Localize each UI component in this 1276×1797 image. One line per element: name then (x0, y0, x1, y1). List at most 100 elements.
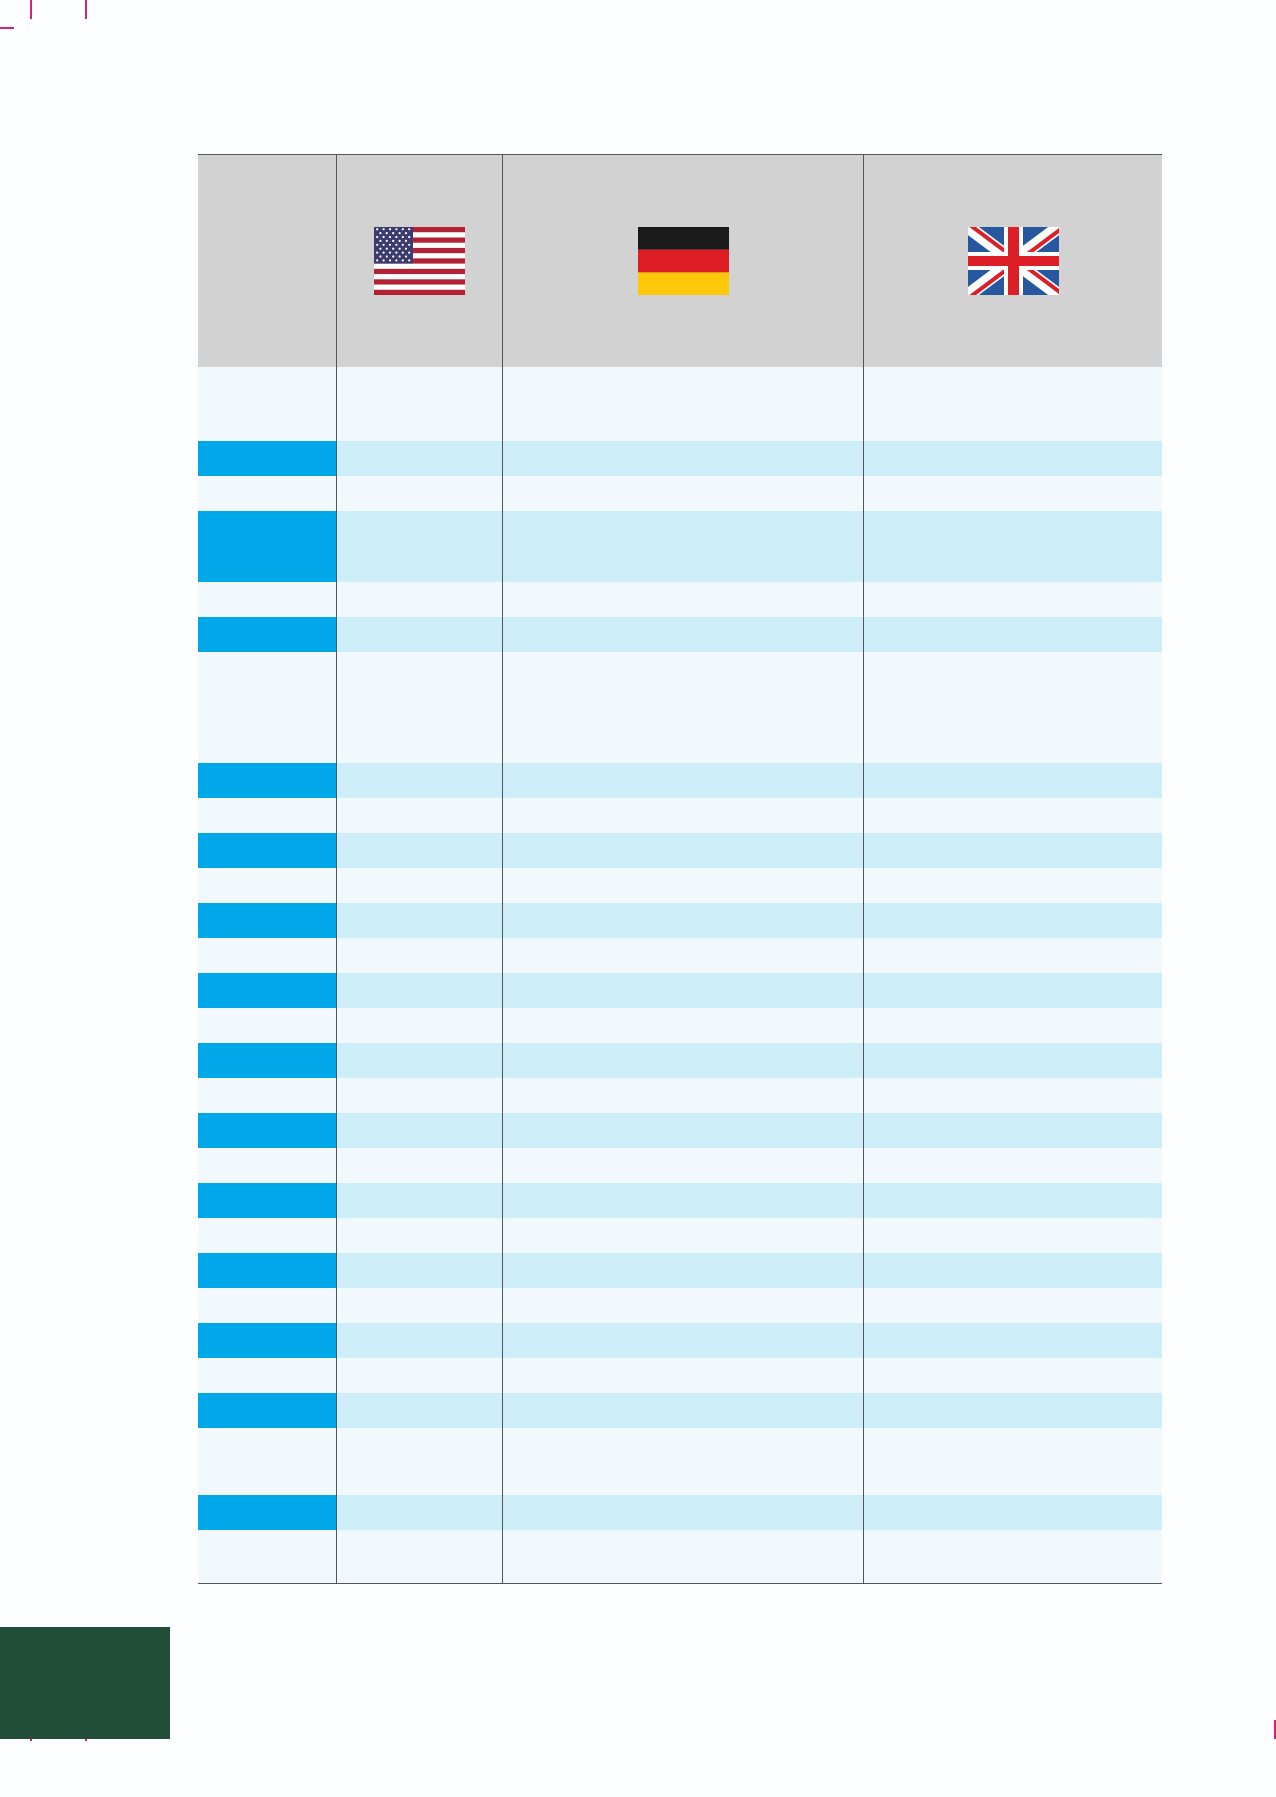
header-cell-uk (864, 155, 1162, 367)
row-value-cell (337, 973, 503, 1008)
row-value-cell (503, 1253, 864, 1288)
header-cell-empty (198, 155, 337, 367)
row-value-cell (503, 1495, 864, 1530)
row-value-cell (337, 511, 503, 582)
row-value-cell (503, 1288, 864, 1323)
row-value-cell (503, 833, 864, 868)
row-value-cell (337, 1323, 503, 1358)
row-label-cell (198, 511, 337, 582)
row-value-cell (864, 1043, 1162, 1078)
row-value-cell (864, 1218, 1162, 1253)
row-value-cell (337, 1113, 503, 1148)
row-value-cell (337, 1078, 503, 1113)
table-row (198, 833, 1162, 868)
table-row (198, 868, 1162, 903)
row-value-cell (337, 763, 503, 798)
row-value-cell (503, 1218, 864, 1253)
table-row (198, 798, 1162, 833)
table-row (198, 1530, 1162, 1583)
row-value-cell (337, 367, 503, 441)
row-label-cell (198, 938, 337, 973)
row-label-cell (198, 1183, 337, 1218)
row-value-cell (337, 582, 503, 617)
table-row (198, 1495, 1162, 1530)
row-value-cell (503, 1008, 864, 1043)
table-row (198, 1183, 1162, 1218)
crop-mark (1274, 1720, 1276, 1739)
row-value-cell (337, 1288, 503, 1323)
row-value-cell (864, 763, 1162, 798)
row-value-cell (337, 1148, 503, 1183)
row-value-cell (337, 1530, 503, 1583)
row-value-cell (503, 1043, 864, 1078)
row-value-cell (337, 938, 503, 973)
row-label-cell (198, 1530, 337, 1583)
table-row (198, 1253, 1162, 1288)
row-value-cell (503, 938, 864, 973)
row-value-cell (864, 1323, 1162, 1358)
row-value-cell (864, 582, 1162, 617)
row-value-cell (503, 476, 864, 511)
row-value-cell (864, 973, 1162, 1008)
row-value-cell (864, 1183, 1162, 1218)
row-value-cell (337, 617, 503, 652)
row-value-cell (864, 1358, 1162, 1393)
table-row (198, 903, 1162, 938)
row-value-cell (864, 367, 1162, 441)
table-row (198, 367, 1162, 441)
row-value-cell (503, 763, 864, 798)
table-row (198, 617, 1162, 652)
row-value-cell (503, 1530, 864, 1583)
row-value-cell (864, 441, 1162, 476)
us-flag-icon (374, 227, 465, 295)
row-value-cell (503, 617, 864, 652)
row-label-cell (198, 868, 337, 903)
row-value-cell (503, 1183, 864, 1218)
row-value-cell (503, 1078, 864, 1113)
table-row (198, 511, 1162, 582)
row-label-cell (198, 1323, 337, 1358)
row-value-cell (864, 1288, 1162, 1323)
row-value-cell (864, 938, 1162, 973)
row-value-cell (337, 1043, 503, 1078)
table-row (198, 1148, 1162, 1183)
row-value-cell (503, 1113, 864, 1148)
crop-mark (30, 0, 32, 19)
table-row (198, 973, 1162, 1008)
row-value-cell (337, 1495, 503, 1530)
row-value-cell (864, 903, 1162, 938)
row-value-cell (503, 1393, 864, 1428)
row-label-cell (198, 476, 337, 511)
row-value-cell (503, 367, 864, 441)
row-label-cell (198, 617, 337, 652)
row-value-cell (337, 1218, 503, 1253)
table-body (198, 367, 1162, 1583)
table-row (198, 1288, 1162, 1323)
table-header-row (198, 155, 1162, 367)
row-value-cell (864, 1078, 1162, 1113)
table-row (198, 1113, 1162, 1148)
row-label-cell (198, 1253, 337, 1288)
row-value-cell (503, 511, 864, 582)
row-label-cell (198, 1428, 337, 1495)
table-row (198, 582, 1162, 617)
table-row (198, 1393, 1162, 1428)
table-row (198, 1218, 1162, 1253)
crop-mark (0, 27, 14, 29)
row-label-cell (198, 652, 337, 763)
row-value-cell (337, 476, 503, 511)
row-value-cell (337, 1428, 503, 1495)
row-value-cell (864, 1253, 1162, 1288)
row-value-cell (337, 441, 503, 476)
table-row (198, 476, 1162, 511)
row-value-cell (337, 1253, 503, 1288)
row-value-cell (864, 1113, 1162, 1148)
row-value-cell (503, 1148, 864, 1183)
table-row (198, 1078, 1162, 1113)
row-label-cell (198, 582, 337, 617)
row-label-cell (198, 1495, 337, 1530)
row-value-cell (503, 1358, 864, 1393)
row-label-cell (198, 833, 337, 868)
row-label-cell (198, 1043, 337, 1078)
